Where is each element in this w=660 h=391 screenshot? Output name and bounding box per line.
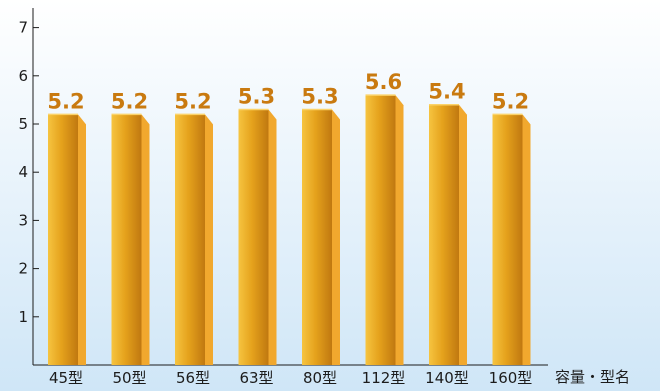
category-label: 45型 xyxy=(49,369,83,387)
category-label: 80型 xyxy=(303,369,337,387)
category-label: 112型 xyxy=(362,369,406,387)
data-label: 5.2 xyxy=(492,89,529,113)
bar-side xyxy=(459,104,467,365)
y-tick-label: 2 xyxy=(18,260,28,278)
bar-side xyxy=(205,114,213,365)
bar xyxy=(302,109,332,365)
y-tick-label: 6 xyxy=(18,67,28,85)
y-tick-label: 1 xyxy=(18,308,28,326)
bar xyxy=(238,109,269,365)
bar xyxy=(111,114,142,365)
plot-area: 1 2 3 4 5 6 7 5.2 45型 5.2 50型 5.2 56型 5.3 63型 5.3 80型 5.6… xyxy=(18,8,548,387)
data-label: 5.2 xyxy=(47,89,84,113)
x-axis-title: 容量・型名 xyxy=(555,368,630,386)
y-tick-label: 4 xyxy=(18,163,28,181)
bar xyxy=(429,104,459,365)
data-label: 5.3 xyxy=(238,85,275,109)
bar-side xyxy=(78,114,86,365)
bar-side xyxy=(522,114,531,365)
bar-side xyxy=(268,109,277,365)
bar-side xyxy=(332,109,340,365)
category-label: 56型 xyxy=(176,369,210,387)
category-label: 50型 xyxy=(112,369,146,387)
data-label: 5.2 xyxy=(174,89,211,113)
data-label: 5.2 xyxy=(111,89,148,113)
bar-side xyxy=(141,114,150,365)
y-tick-label: 3 xyxy=(18,211,28,229)
category-label: 160型 xyxy=(489,369,533,387)
data-label: 5.3 xyxy=(301,85,338,109)
bar-side xyxy=(395,95,404,365)
data-label: 5.6 xyxy=(365,70,402,94)
category-label: 140型 xyxy=(425,369,469,387)
bar xyxy=(175,114,205,365)
bar xyxy=(492,114,523,365)
category-label: 63型 xyxy=(239,369,273,387)
y-tick-label: 7 xyxy=(18,19,28,37)
data-label: 5.4 xyxy=(428,80,465,104)
bar xyxy=(48,114,78,365)
bar xyxy=(365,95,396,365)
y-tick-label: 5 xyxy=(18,115,28,133)
